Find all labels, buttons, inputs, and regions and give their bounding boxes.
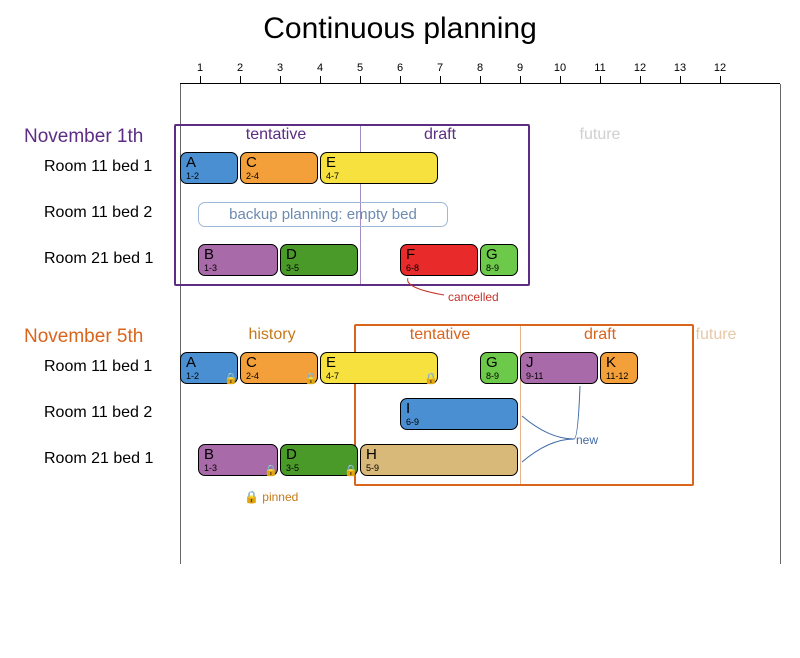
task-C: C2-4	[240, 152, 318, 184]
task-A: A1-2	[180, 352, 238, 384]
annotation-cancelled: cancelled	[448, 290, 499, 304]
task-K: K11-12	[600, 352, 638, 384]
task-B: B1-3	[198, 444, 278, 476]
row-label: Room 21 bed 1	[44, 250, 153, 268]
task-J: J9-11	[520, 352, 598, 384]
task-G: G8-9	[480, 352, 518, 384]
axis-tick-label: 5	[357, 62, 363, 74]
axis-tick-label: 13	[674, 62, 686, 74]
row-label: Room 11 bed 1	[44, 158, 152, 176]
task-F: F6-8	[400, 244, 478, 276]
row-label: Room 11 bed 2	[44, 404, 152, 422]
backup-pill: backup planning: empty bed	[198, 202, 448, 227]
row-label: Room 11 bed 1	[44, 358, 152, 376]
section-label: November 5th	[24, 326, 143, 348]
task-B: B1-3	[198, 244, 278, 276]
zone-label-future: future	[696, 326, 737, 344]
row-label: Room 11 bed 2	[44, 204, 152, 222]
axis-tick-label: 12	[634, 62, 646, 74]
axis-tick-label: 11	[594, 62, 605, 74]
task-D: D3-5	[280, 444, 358, 476]
axis-tick-label: 1	[197, 62, 203, 74]
task-C: C2-4	[240, 352, 318, 384]
annotation-new: new	[576, 433, 598, 447]
axis-tick-label: 7	[437, 62, 443, 74]
task-I: I6-9	[400, 398, 518, 430]
axis-tick-label: 8	[477, 62, 483, 74]
task-G: G8-9	[480, 244, 518, 276]
axis-tick-label: 9	[517, 62, 523, 74]
axis-tick-label: 4	[317, 62, 323, 74]
task-E: E4-7	[320, 152, 438, 184]
row-label: Room 21 bed 1	[44, 450, 153, 468]
axis-tick-label: 12	[714, 62, 726, 74]
axis-tick-label: 10	[554, 62, 566, 74]
task-A: A1-2	[180, 152, 238, 184]
axis-tick-label: 2	[237, 62, 243, 74]
chart-title: Continuous planning	[0, 0, 800, 52]
zone-label-future: future	[580, 126, 621, 144]
chart-area: 1234567891011121312November 1thtentative…	[0, 58, 800, 598]
axis-tick-label: 6	[397, 62, 403, 74]
task-H: H5-9	[360, 444, 518, 476]
axis-tick-label: 3	[277, 62, 283, 74]
zone-label-history: history	[248, 326, 295, 344]
task-D: D3-5	[280, 244, 358, 276]
section-label: November 1th	[24, 126, 143, 148]
task-E: E4-7	[320, 352, 438, 384]
annotation-pinned: 🔒 pinned	[244, 490, 298, 504]
